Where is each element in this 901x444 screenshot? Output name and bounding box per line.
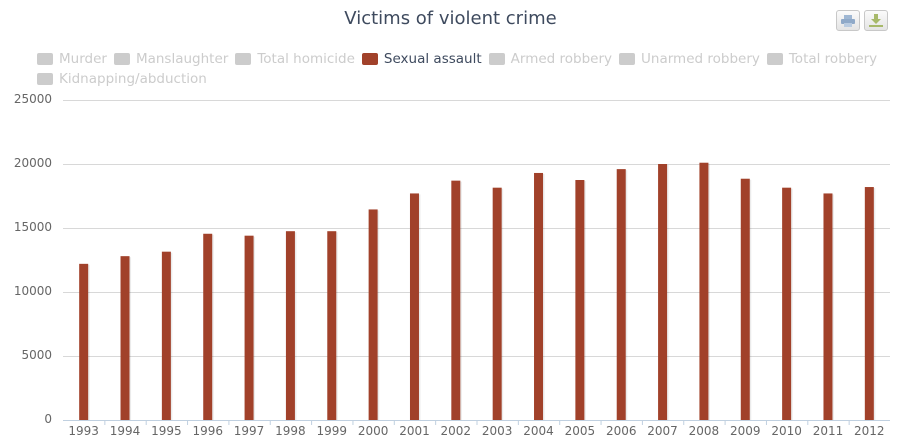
legend-item-unarmed-robbery[interactable]: Unarmed robbery	[619, 50, 760, 68]
x-tick-label: 2002	[440, 424, 472, 438]
legend-swatch-icon	[488, 53, 505, 65]
legend-label: Kidnapping/abduction	[59, 71, 207, 87]
legend-swatch-icon	[619, 53, 636, 65]
download-button[interactable]	[864, 10, 888, 31]
legend-swatch-icon	[37, 73, 53, 85]
bar-1993[interactable]	[79, 263, 89, 420]
legend-swatch-icon	[766, 53, 783, 65]
bar-1995[interactable]	[161, 251, 171, 420]
legend-label: Total robbery	[788, 51, 878, 67]
bar-2008[interactable]	[699, 162, 709, 420]
bar-2006[interactable]	[616, 169, 626, 420]
bar-2002[interactable]	[451, 180, 461, 420]
x-tick-label: 2010	[771, 424, 802, 438]
x-tick-label: 2000	[357, 424, 389, 438]
y-tick-label: 20000	[13, 156, 52, 170]
x-tick-label: 2004	[523, 424, 554, 438]
x-tick-label: 2005	[564, 424, 596, 438]
bar-2011[interactable]	[823, 193, 833, 420]
y-tick-label: 10000	[13, 284, 52, 298]
x-tick-label: 1999	[316, 424, 348, 438]
legend-item-armed-robbery[interactable]: Armed robbery	[488, 50, 613, 68]
bar-2004[interactable]	[534, 172, 544, 420]
x-tick-label: 1993	[68, 424, 99, 438]
y-tick-label: 5000	[21, 348, 52, 362]
bar-2000[interactable]	[368, 209, 378, 420]
x-tick-label: 1998	[275, 424, 306, 438]
legend-item-kidnapping-abduction[interactable]: Kidnapping/abduction	[37, 70, 207, 88]
y-tick-label: 15000	[13, 220, 52, 234]
legend-label: Murder	[59, 51, 107, 67]
legend-label: Total homicide	[257, 51, 355, 67]
bar-2001[interactable]	[409, 193, 419, 420]
bar-1997[interactable]	[244, 235, 254, 420]
bar-2010[interactable]	[782, 187, 792, 420]
chart-title: Victims of violent crime	[344, 8, 557, 29]
x-tick-label: 2012	[854, 424, 885, 438]
legend-label: Armed robbery	[510, 51, 613, 67]
y-tick-label: 25000	[13, 92, 52, 106]
legend-item-manslaughter[interactable]: Manslaughter	[113, 50, 229, 68]
legend-swatch-icon	[113, 53, 130, 65]
bar-1996[interactable]	[203, 233, 213, 420]
x-tick-label: 2003	[481, 424, 513, 438]
x-tick-label: 1995	[151, 424, 182, 438]
bar-1994[interactable]	[120, 256, 130, 420]
print-button[interactable]	[836, 10, 860, 31]
legend-label: Sexual assault	[383, 51, 482, 67]
x-tick-label: 1994	[109, 424, 141, 438]
download-icon	[869, 14, 883, 27]
x-tick-label: 2011	[812, 424, 844, 438]
bar-2009[interactable]	[740, 178, 750, 420]
printer-icon	[841, 14, 855, 27]
legend-swatch-icon	[37, 53, 53, 65]
bar-2007[interactable]	[658, 164, 668, 420]
x-tick-label: 1997	[233, 424, 265, 438]
legend-swatch-icon	[235, 53, 252, 65]
bar-2005[interactable]	[575, 180, 585, 420]
y-tick-label: 0	[44, 412, 52, 426]
legend: Murder Manslaughter Total homicide Sexual a…	[37, 50, 897, 90]
x-tick-label: 2007	[647, 424, 678, 438]
x-tick-label: 1996	[192, 424, 223, 438]
x-tick-label: 2001	[399, 424, 430, 438]
legend-item-sexual-assault[interactable]: Sexual assault	[361, 50, 482, 68]
legend-item-total-homicide[interactable]: Total homicide	[235, 50, 355, 68]
legend-label: Unarmed robbery	[641, 51, 760, 67]
bar-2003[interactable]	[492, 187, 502, 420]
x-tick-label: 2006	[605, 424, 637, 438]
x-tick-label: 2009	[729, 424, 761, 438]
legend-swatch-icon	[361, 53, 378, 65]
legend-item-murder[interactable]: Murder	[37, 50, 107, 68]
x-tick-label: 2008	[688, 424, 720, 438]
legend-item-total-robbery[interactable]: Total robbery	[766, 50, 878, 68]
bar-2012[interactable]	[864, 187, 874, 420]
bar-1999[interactable]	[327, 231, 337, 420]
legend-label: Manslaughter	[135, 51, 229, 67]
bar-1998[interactable]	[285, 231, 295, 420]
